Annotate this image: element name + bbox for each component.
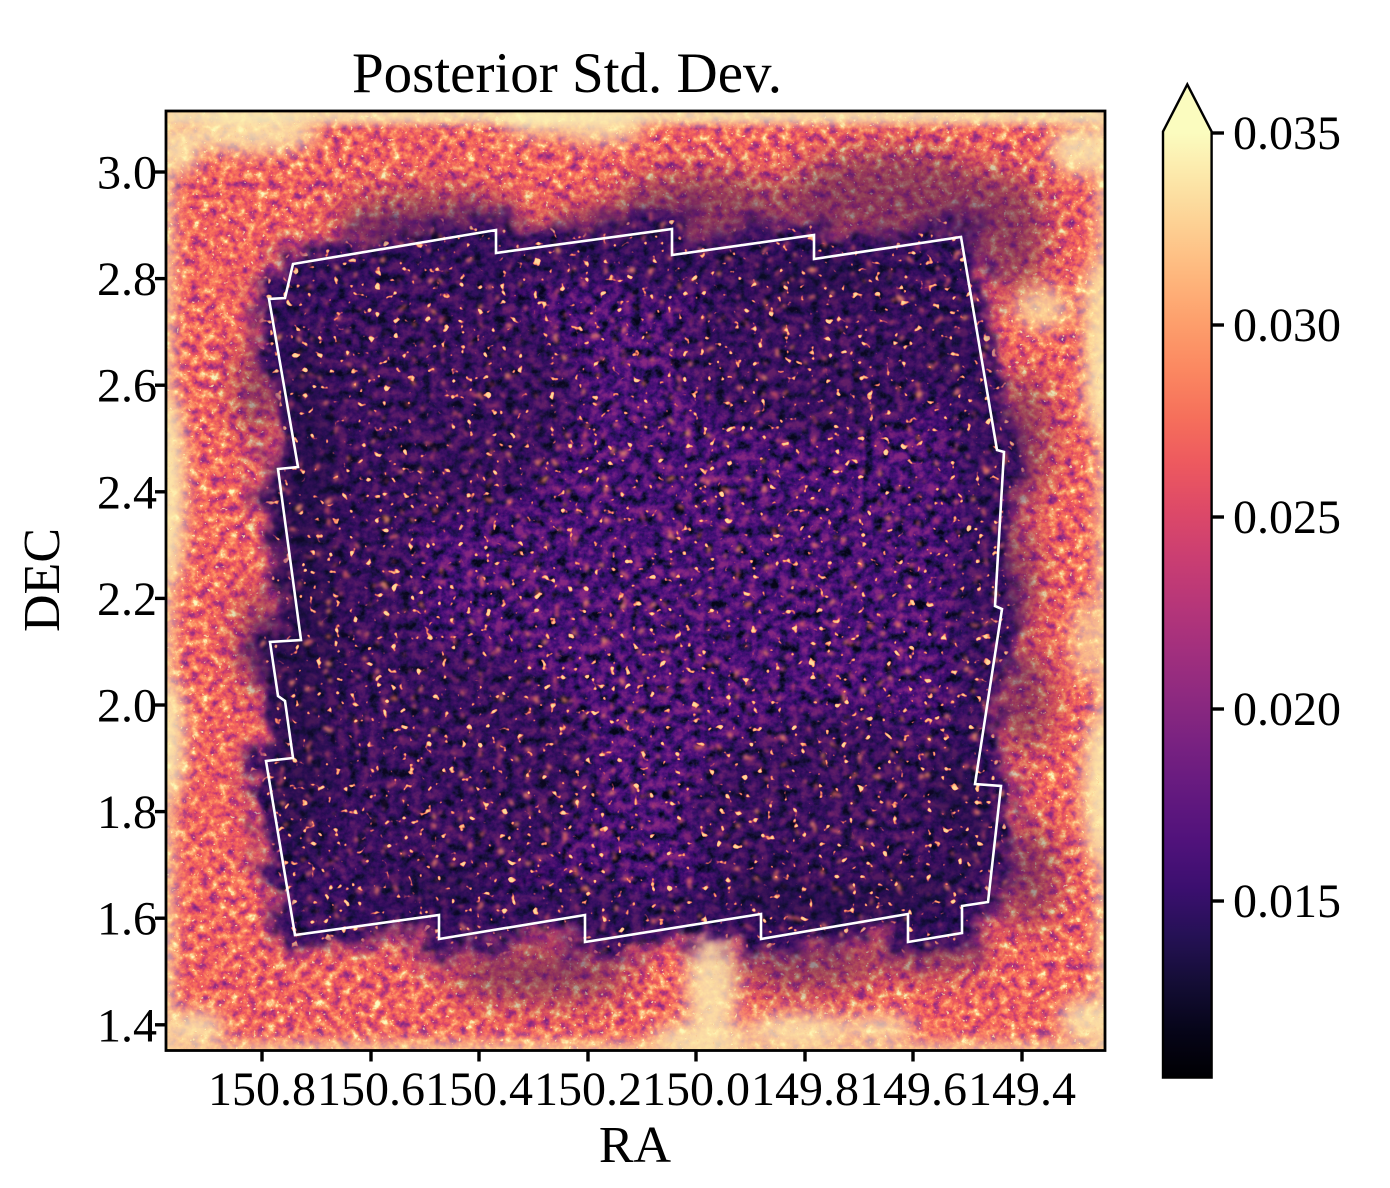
svg-text:Posterior Std. Dev.: Posterior Std. Dev.: [352, 42, 782, 105]
svg-text:150.0: 150.0: [642, 1063, 750, 1116]
svg-text:150.2: 150.2: [534, 1063, 642, 1116]
svg-text:1.8: 1.8: [97, 786, 157, 839]
svg-text:3.0: 3.0: [97, 147, 157, 200]
svg-text:149.4: 149.4: [968, 1063, 1076, 1116]
svg-text:150.8: 150.8: [208, 1063, 316, 1116]
svg-text:RA: RA: [599, 1117, 672, 1174]
svg-text:149.6: 149.6: [859, 1063, 967, 1116]
svg-text:2.8: 2.8: [97, 253, 157, 306]
svg-text:0.030: 0.030: [1233, 299, 1341, 352]
svg-text:0.015: 0.015: [1233, 875, 1341, 928]
svg-text:1.4: 1.4: [97, 999, 157, 1052]
svg-text:2.2: 2.2: [97, 573, 157, 626]
svg-text:2.0: 2.0: [97, 680, 157, 733]
svg-text:150.6: 150.6: [317, 1063, 425, 1116]
svg-text:1.6: 1.6: [97, 893, 157, 946]
svg-text:150.4: 150.4: [425, 1063, 533, 1116]
svg-text:149.8: 149.8: [751, 1063, 859, 1116]
svg-text:0.020: 0.020: [1233, 683, 1341, 736]
svg-text:0.035: 0.035: [1233, 107, 1341, 160]
svg-text:0.025: 0.025: [1233, 491, 1341, 544]
svg-text:2.4: 2.4: [97, 466, 157, 519]
svg-text:DEC: DEC: [14, 528, 71, 632]
svg-text:2.6: 2.6: [97, 360, 157, 413]
